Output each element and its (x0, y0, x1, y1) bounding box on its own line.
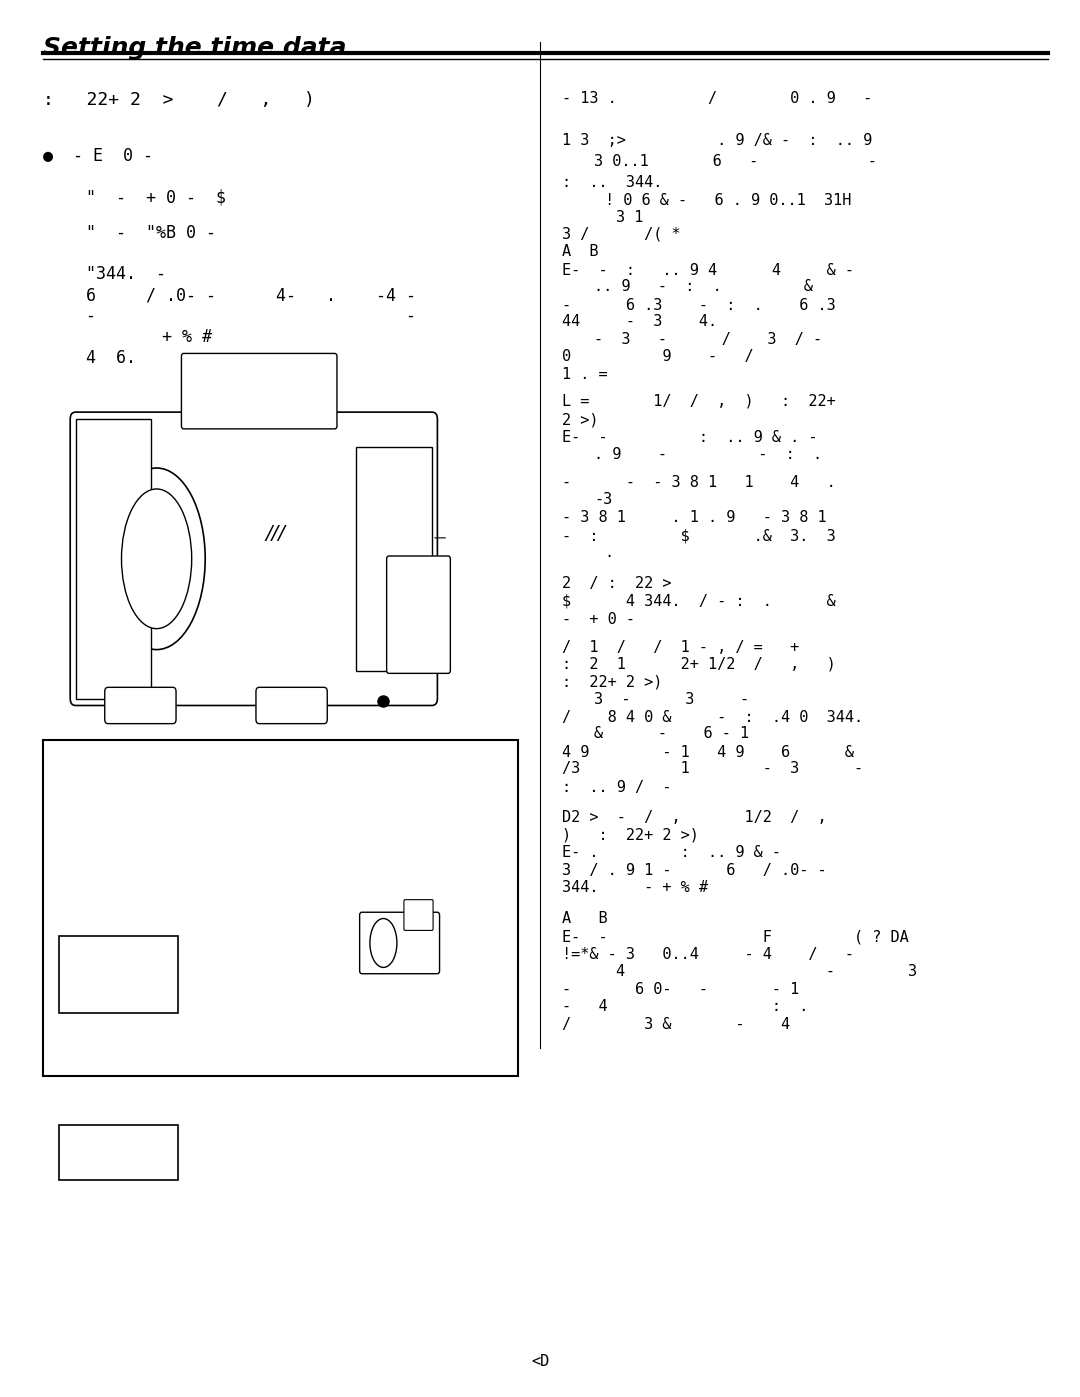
Text: D2 >  -  /  ,       1/2  /  ,: D2 > - / , 1/2 / , (562, 810, 826, 826)
Text: + % #: + % # (386, 852, 419, 862)
Text: -  + 0 -: - + 0 - (562, 612, 635, 627)
Text: E-  -          :  .. 9 & . -: E- - : .. 9 & . - (562, 430, 818, 446)
Text: "  -  "%B 0 -: " - "%B 0 - (86, 224, 216, 242)
Text: - 8)   2: - 8) 2 (70, 1139, 131, 1151)
Text: .. 9   -  :  .         &: .. 9 - : . & (594, 279, 813, 295)
Text: ///: /// (266, 524, 285, 543)
Text: 2  / :  22 >: 2 / : 22 > (562, 576, 671, 591)
Text: /        3 &       -    4: / 3 & - 4 (562, 1017, 789, 1032)
Text: A   B: A B (562, 911, 607, 926)
Text: L =       1/  /  ,  )   :  22+: L = 1/ / , ) : 22+ (562, 394, 835, 409)
Text: -      6 .3    -  :  .    6 .3: - 6 .3 - : . 6 .3 (562, 298, 835, 313)
Text: - 3 8 1     . 1 . 9   - 3 8 1: - 3 8 1 . 1 . 9 - 3 8 1 (562, 510, 826, 525)
Text: !=*& - 3   0..4     - 4    /   -: !=*& - 3 0..4 - 4 / - (562, 947, 853, 963)
Text: 3  -      3     -: 3 - 3 - (594, 692, 750, 707)
Text: 3 /      /( *: 3 / /( * (562, 226, 680, 242)
Text: /  1  /   /  1 - , / =   +: / 1 / / 1 - , / = + (562, 640, 799, 655)
Text: -              /          -    3    1: - / - 3 1 (65, 893, 375, 907)
Text: 344.     - + % #: 344. - + % # (562, 880, 707, 895)
FancyBboxPatch shape (70, 412, 437, 705)
Text: &      -    6 - 1: & - 6 - 1 (594, 726, 750, 742)
Text: $      4 344.  / - :  .      &: $ 4 344. / - : . & (562, 594, 835, 609)
FancyBboxPatch shape (387, 556, 450, 673)
Text: :  ..  344.: : .. 344. (562, 175, 662, 190)
Bar (43, 740, 518, 1076)
Text: /3           1        -  3      -: /3 1 - 3 - (562, 761, 863, 777)
Ellipse shape (121, 489, 192, 629)
Text: 0          9    -   /: 0 9 - / (562, 349, 753, 365)
Text: Setting the time data: Setting the time data (43, 36, 347, 60)
Text: -      -  - 3 8 1   1    4   .: - - - 3 8 1 1 4 . (562, 475, 835, 490)
Text: 4 9        - 1   4 9    6      &: 4 9 - 1 4 9 6 & (562, 745, 853, 760)
Text: 4  6.: 4 6. (86, 349, 136, 367)
Ellipse shape (108, 468, 205, 650)
FancyBboxPatch shape (105, 687, 176, 724)
Text: + % #: + % # (162, 328, 212, 346)
Text: :   22+ 2  >    /   ,   ): : 22+ 2 > / , ) (43, 91, 315, 109)
Text: :  .. 9 /  -: : .. 9 / - (562, 780, 671, 795)
FancyBboxPatch shape (404, 900, 433, 930)
Text: 3 1: 3 1 (616, 210, 643, 225)
Text: -3: -3 (594, 492, 612, 507)
Text: - 13 .          /        0 . 9   -: - 13 . / 0 . 9 - (562, 91, 872, 106)
Text: . 9        :   ./: . 9 : ./ (65, 933, 207, 947)
FancyBboxPatch shape (360, 912, 440, 974)
Text: -                               -: - - (86, 307, 417, 326)
Text: E-  -                 F         ( ? DA: E- - F ( ? DA (562, 929, 908, 944)
Text: ●  - E  0 -: ● - E 0 - (43, 147, 153, 165)
Text: E-  -  :   .. 9 4      4     & -: E- - : .. 9 4 4 & - (562, 263, 853, 278)
Text: ! 0 6 & -   6 . 9 0..1  31H: ! 0 6 & - 6 . 9 0..1 31H (605, 193, 851, 208)
FancyBboxPatch shape (76, 419, 151, 698)
Text: 1 . =: 1 . = (562, 367, 607, 383)
FancyBboxPatch shape (256, 687, 327, 724)
Text: ; ): ; ) (70, 957, 93, 970)
Text: : , 2  -            -  :  2: : , 2 - - : 2 (65, 771, 291, 785)
FancyBboxPatch shape (356, 447, 432, 671)
Text: A  B: A B (562, 244, 598, 260)
FancyBboxPatch shape (181, 353, 337, 429)
Text: 2 >: 2 > (65, 812, 90, 826)
Text: )   :  22+ 2 >): ) : 22+ 2 >) (562, 827, 699, 842)
Text: "  -  + 0 -  $: " - + 0 - $ (86, 189, 227, 207)
Text: . 9    -          -  :  .: . 9 - - : . (594, 447, 822, 462)
Text: :  22+ 2 >): : 22+ 2 >) (562, 675, 662, 690)
Text: "344.  -: "344. - (86, 265, 166, 284)
Text: :  2  1      2+ 1/2  /   ,   ): : 2 1 2+ 1/2 / , ) (562, 657, 835, 672)
Text: 44     -  3    4.: 44 - 3 4. (562, 314, 717, 330)
Text: 3 0..1       6   -            -: 3 0..1 6 - - (594, 154, 877, 169)
Text: 6     / .0- -      4-   .    -4 -: 6 / .0- - 4- . -4 - (86, 286, 417, 305)
Text: .: . (605, 545, 613, 560)
Bar (59, 1125, 178, 1180)
Text: 2 >): 2 >) (562, 412, 598, 427)
Text: -       6 0-   -       - 1: - 6 0- - - 1 (562, 982, 799, 997)
Text: E- .         :  .. 9 & -: E- . : .. 9 & - (562, 845, 781, 861)
Bar (59, 936, 178, 1013)
Text: /    8 4 0 &     -  :  .4 0  344.: / 8 4 0 & - : .4 0 344. (562, 710, 863, 725)
Text: 4                      -        3: 4 - 3 (616, 964, 917, 979)
Text: 3  / . 9 1 -      6   / .0- -: 3 / . 9 1 - 6 / .0- - (562, 863, 826, 879)
Text: -   4                  :  .: - 4 : . (562, 999, 808, 1014)
Text: -  3   -      /    3  / -: - 3 - / 3 / - (594, 332, 822, 348)
Text: /  2 >       :  2   2: / 2 > : 2 2 (65, 1014, 241, 1028)
Text: 1 3  ;>          . 9 /& -  :  .. 9: 1 3 ;> . 9 /& - : .. 9 (562, 133, 872, 148)
Text: <D: <D (531, 1354, 549, 1369)
Text: -  :         $       .&  3.  3: - : $ .& 3. 3 (562, 528, 835, 543)
Ellipse shape (369, 919, 397, 967)
